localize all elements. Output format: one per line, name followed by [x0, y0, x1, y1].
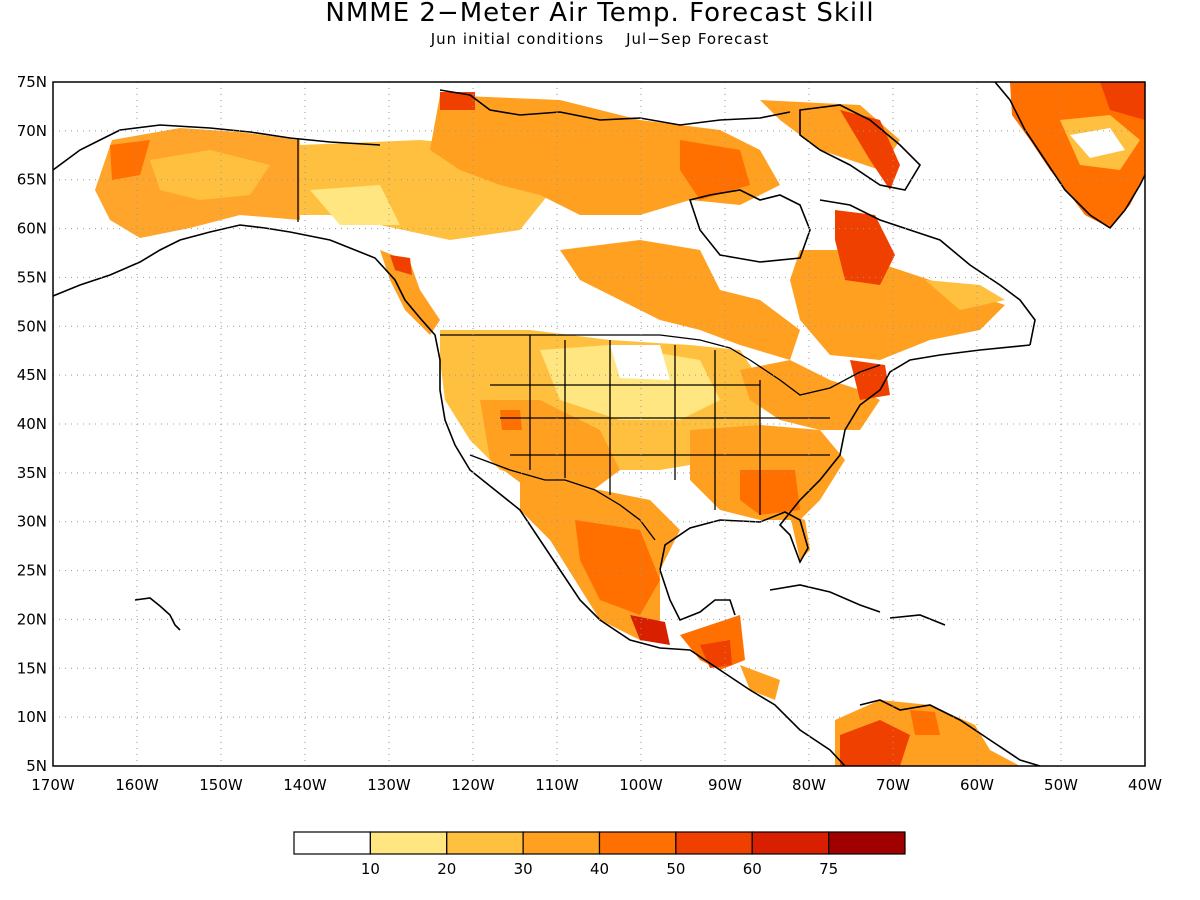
- lon-tick-label: 120W: [451, 776, 495, 794]
- shade-sw-red: [500, 410, 522, 430]
- axis-ticks: 75N 70N 65N 60N 55N 50N 45N 40N 35N 30N 25N 20N 15N 1…: [17, 73, 1162, 794]
- lon-tick-label: 40W: [1128, 776, 1162, 794]
- coast-s-america: [859, 699, 1041, 766]
- coast-greenland: [994, 82, 1145, 230]
- lon-tick-label: 130W: [367, 776, 411, 794]
- shade-bc-spot: [390, 255, 412, 275]
- shade-arctic-red1: [440, 92, 475, 110]
- lat-tick-label: 60N: [17, 220, 47, 238]
- shade-central-am-red: [700, 640, 732, 668]
- colorbar-swatch: [446, 831, 524, 855]
- lat-tick-label: 20N: [17, 610, 47, 628]
- lat-tick-label: 55N: [17, 268, 47, 286]
- lat-tick-label: 35N: [17, 464, 47, 482]
- lat-tick-label: 70N: [17, 122, 47, 140]
- coast-hawaii: [134, 597, 181, 631]
- lon-tick-label: 110W: [535, 776, 579, 794]
- colorbar-swatch: [522, 831, 601, 855]
- coastlines: [53, 82, 1145, 766]
- coast-arctic-islands: [439, 89, 791, 126]
- border-us-mexico: [469, 454, 656, 541]
- lat-tick-label: 25N: [17, 562, 47, 580]
- subtitle-forecast-period: Jul−Sep Forecast: [626, 30, 770, 48]
- shade-quebec-light: [925, 280, 1005, 310]
- shade-greenland-white: [1070, 128, 1125, 158]
- graticule: [53, 82, 1145, 766]
- coast-hispaniola: [889, 614, 946, 626]
- border-us-canada: [440, 334, 881, 396]
- lon-tick-label: 150W: [199, 776, 243, 794]
- lon-tick-label: 50W: [1044, 776, 1078, 794]
- coast-cuba: [769, 584, 881, 613]
- shade-alaska-light: [150, 150, 270, 200]
- colorbar-swatch: [293, 831, 371, 855]
- skill-shading: [95, 82, 1145, 766]
- lon-tick-label: 140W: [283, 776, 327, 794]
- lat-tick-label: 15N: [17, 659, 47, 677]
- shade-great-lakes: [740, 360, 880, 430]
- colorbar-swatch: [598, 831, 677, 855]
- shade-baffin-red: [840, 110, 900, 190]
- subtitle-initial-conditions: Jun initial conditions: [430, 30, 605, 48]
- colorbar-swatch: [675, 831, 753, 855]
- coast-baffin: [799, 104, 922, 191]
- coast-alaska-north: [53, 124, 381, 171]
- shade-alaska-west: [110, 140, 150, 180]
- colorbar-swatch: [369, 831, 448, 855]
- colorbar-label: 10: [361, 860, 380, 878]
- lon-tick-label: 60W: [960, 776, 994, 794]
- colorbar-label: 40: [590, 860, 609, 878]
- coast-alaska: [53, 224, 846, 766]
- shade-s-america-red2: [910, 710, 940, 735]
- shade-greenland-red: [1100, 82, 1145, 120]
- lat-tick-label: 65N: [17, 171, 47, 189]
- lat-tick-label: 50N: [17, 317, 47, 335]
- colorbar: 10 20 30 40 50 60 75: [293, 831, 906, 878]
- coast-gulf: [659, 344, 1031, 571]
- lon-tick-label: 90W: [708, 776, 742, 794]
- coast-hudson: [688, 189, 811, 263]
- shade-quebec: [790, 250, 1005, 360]
- lat-tick-label: 75N: [17, 73, 47, 91]
- lat-tick-label: 10N: [17, 708, 47, 726]
- coast-labrador: [819, 199, 1036, 346]
- map-subtitle: Jun initial conditions Jul−Sep Forecast: [0, 30, 1200, 48]
- shade-florida: [790, 515, 810, 560]
- colorbar-label: 30: [514, 860, 533, 878]
- lon-tick-label: 80W: [792, 776, 826, 794]
- shade-southeast-red: [740, 470, 800, 515]
- map-title: NMME 2−Meter Air Temp. Forecast Skill: [325, 0, 875, 28]
- colorbar-label: 50: [666, 860, 685, 878]
- colorbar-label: 75: [819, 860, 838, 878]
- colorbar-label: 20: [437, 860, 456, 878]
- lon-tick-label: 70W: [876, 776, 910, 794]
- shade-labrador-red: [835, 210, 895, 285]
- political-borders: [297, 138, 881, 541]
- lat-tick-label: 30N: [17, 513, 47, 531]
- lat-tick-label: 40N: [17, 415, 47, 433]
- shade-mexico-red: [575, 520, 660, 615]
- shade-arctic-red2: [680, 140, 750, 200]
- shade-mexico-deep: [630, 615, 670, 645]
- coast-yucatan: [659, 569, 736, 622]
- lat-tick-label: 45N: [17, 366, 47, 384]
- colorbar-swatch: [828, 831, 906, 855]
- shade-plains-white: [610, 345, 670, 380]
- lon-tick-label: 160W: [115, 776, 159, 794]
- shade-ontario: [560, 240, 800, 360]
- plot-frame: [52, 81, 1146, 767]
- lon-tick-label: 100W: [619, 776, 663, 794]
- lon-tick-label: 170W: [31, 776, 75, 794]
- shade-bc-coast: [380, 250, 440, 335]
- colorbar-label: 60: [743, 860, 762, 878]
- shade-canada-light: [310, 185, 400, 225]
- lat-tick-label: 5N: [26, 757, 47, 775]
- colorbar-swatch: [751, 831, 830, 855]
- shade-central-am-light: [740, 665, 780, 700]
